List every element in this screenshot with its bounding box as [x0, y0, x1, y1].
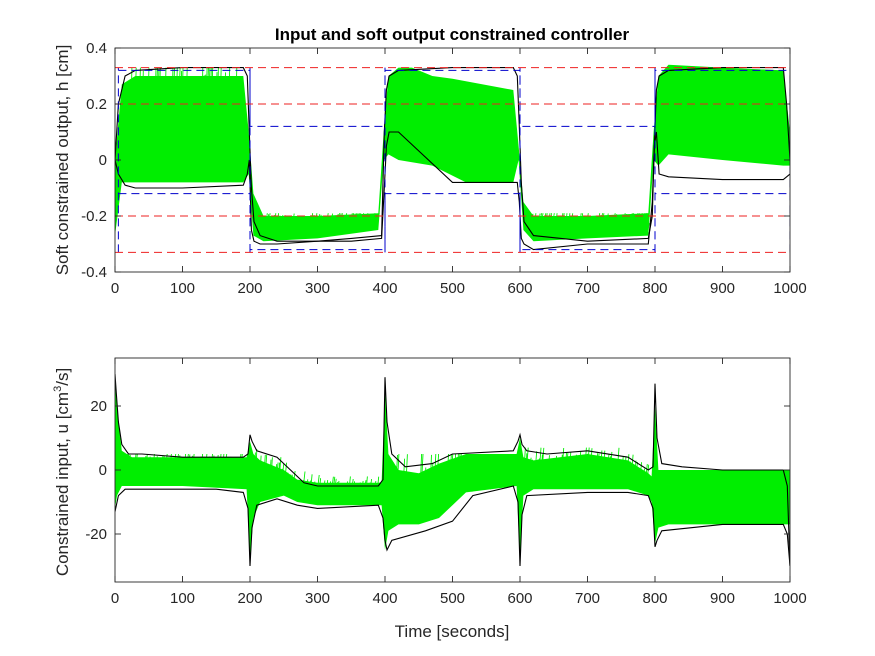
bottom-xtick-label: 900: [710, 590, 735, 607]
top-xtick-label: 1000: [773, 280, 806, 297]
top-xtick-label: 900: [710, 280, 735, 297]
bottom-plot-area: [115, 373, 790, 567]
top-plot-tick-labels: 0 100 200 300 400 500 600 700 800 900 1000 -0.4 -0.2…: [81, 40, 807, 297]
bottom-xtick-label: 0: [111, 590, 119, 607]
top-ytick-label: -0.4: [81, 264, 107, 281]
bottom-plot-data: [115, 373, 790, 567]
top-ytick-label: 0.2: [86, 96, 107, 113]
bottom-xtick-label: 700: [575, 590, 600, 607]
bottom-xtick-label: 600: [507, 590, 532, 607]
bottom-green-trajectories: [117, 453, 249, 487]
bottom-xtick-label: 300: [305, 590, 330, 607]
bottom-envelope-line: [115, 485, 790, 567]
bottom-xtick-label: 500: [440, 590, 465, 607]
bottom-green-trajectories: [522, 447, 654, 497]
top-xtick-label: 200: [237, 280, 262, 297]
top-xtick-label: 400: [372, 280, 397, 297]
bottom-plot-tick-labels: 0 100 200 300 400 500 600 700 800 900 1000 -20 0 20: [85, 398, 806, 607]
top-xtick-label: 700: [575, 280, 600, 297]
bottom-xtick-label: 200: [237, 590, 262, 607]
top-ylabel: Soft constrained output, h [cm]: [53, 45, 72, 276]
bottom-ylabel-superscript: 3: [52, 386, 64, 392]
top-green-trajectories: [128, 67, 239, 180]
bottom-green-trajectories: [387, 453, 519, 527]
bottom-subplot: 0 100 200 300 400 500 600 700 800 900 1000 -20 0 20 C…: [52, 357, 807, 641]
bottom-ylabel-main: Constrained input, u [cm: [53, 392, 72, 576]
bottom-xtick-label: 100: [170, 590, 195, 607]
bottom-xlabel: Time [seconds]: [395, 622, 510, 641]
bottom-xtick-label: 1000: [773, 590, 806, 607]
bottom-green-band: [115, 380, 790, 560]
bottom-ytick-label: -20: [85, 526, 107, 543]
bottom-ylabel-tail: /s]: [53, 368, 72, 386]
top-green-trajectories: [526, 213, 650, 241]
bottom-envelope-line: [115, 373, 790, 567]
chart-title: Input and soft output constrained contro…: [275, 25, 630, 44]
bottom-xtick-label: 800: [642, 590, 667, 607]
top-xtick-label: 100: [170, 280, 195, 297]
top-ytick-label: 0.4: [86, 40, 107, 57]
top-ytick-label: -0.2: [81, 208, 107, 225]
top-ytick-label: 0: [99, 152, 107, 169]
top-green-band: [115, 64, 790, 242]
bottom-plot-frame: [114, 357, 791, 583]
top-reference-line: [118, 69, 790, 127]
top-xtick-label: 800: [642, 280, 667, 297]
bottom-green-trajectories: [657, 479, 789, 525]
top-xtick-label: 300: [305, 280, 330, 297]
top-green-trajectories: [256, 213, 380, 240]
top-xtick-label: 0: [111, 280, 119, 297]
top-plot-frame: [114, 47, 791, 273]
top-green-trajectories: [384, 105, 516, 182]
bottom-xtick-label: 400: [372, 590, 397, 607]
top-xtick-label: 500: [440, 280, 465, 297]
top-subplot: 0 100 200 300 400 500 600 700 800 900 1000 -0.4 -0.2…: [53, 40, 807, 297]
bottom-ylabel: Constrained input, u [cm3/s]: [52, 368, 72, 576]
bottom-ytick-label: 0: [99, 462, 107, 479]
top-xtick-label: 600: [507, 280, 532, 297]
bottom-ytick-label: 20: [90, 398, 107, 415]
